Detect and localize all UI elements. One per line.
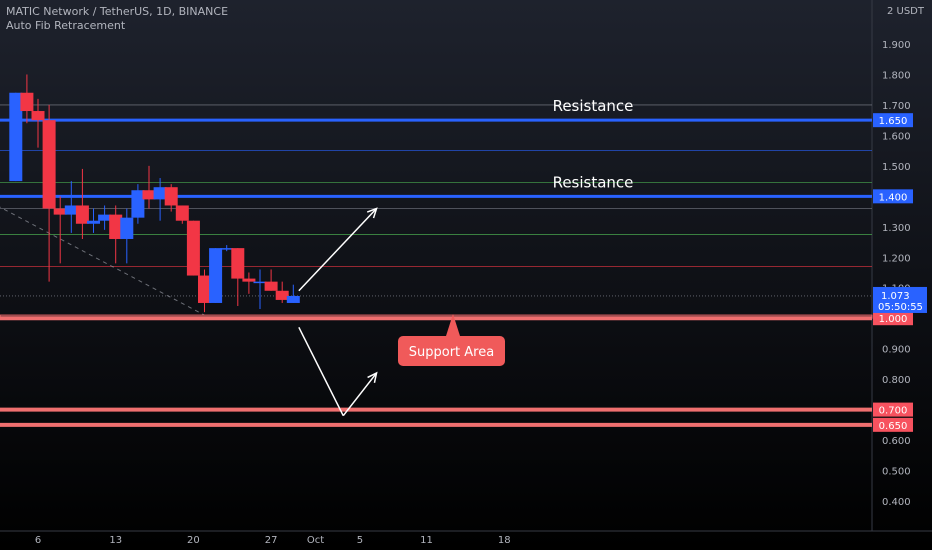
indicator-label[interactable]: Auto Fib Retracement	[6, 19, 126, 32]
candle-body	[20, 92, 34, 112]
y-tick-label: 0.900	[882, 345, 911, 356]
level-price-badge-text: 0.700	[879, 406, 908, 417]
arrow-down	[298, 327, 344, 417]
candle-body	[153, 187, 167, 200]
x-tick-label: 6	[35, 535, 41, 546]
x-tick-label: 5	[357, 535, 363, 546]
candle-body	[186, 220, 200, 276]
candle-body	[275, 290, 289, 300]
candle-body	[31, 111, 45, 121]
candle-body	[87, 220, 100, 224]
candle-body	[142, 190, 156, 200]
arrow-up-head	[366, 207, 378, 219]
x-tick-label: 27	[265, 535, 278, 546]
level-price-badge	[873, 113, 913, 128]
candle-body	[175, 205, 189, 221]
y-tick-label: 0.500	[882, 467, 911, 478]
resistance-label: Resistance	[553, 97, 634, 115]
support-callout-box[interactable]	[398, 336, 505, 366]
y-tick-label: 1.900	[882, 40, 911, 51]
candle-body	[286, 295, 300, 303]
candle-body	[253, 281, 267, 284]
candle-body	[220, 248, 234, 250]
support-pointer	[446, 314, 460, 336]
candle-body	[98, 214, 112, 221]
last-price-badge	[873, 286, 927, 313]
candle-body	[9, 92, 23, 182]
candle-body	[53, 208, 67, 215]
candle-body	[75, 205, 89, 224]
level-price-badge	[873, 311, 913, 326]
y-tick-label: 1.800	[882, 70, 911, 81]
candle-body	[131, 190, 145, 218]
y-tick-label: 1.500	[882, 162, 911, 173]
x-tick-label: 13	[109, 535, 122, 546]
last-price-text: 1.073	[881, 291, 910, 302]
support-callout-label: Support Area	[409, 345, 494, 360]
bar-countdown-text: 05:50:55	[878, 302, 923, 313]
candle-body	[264, 281, 278, 291]
y-tick-label: 0.600	[882, 436, 911, 447]
x-tick-label: 11	[420, 535, 433, 546]
x-tick-label: 20	[187, 535, 200, 546]
x-tick-label: Oct	[307, 535, 324, 546]
candle-body	[209, 248, 223, 303]
candle-body	[242, 278, 256, 282]
support-band	[0, 314, 873, 319]
symbol-title: MATIC Network / TetherUS, 1D, BINANCE	[6, 5, 229, 18]
arrow-rebound-head	[367, 371, 378, 383]
level-price-badge-text: 1.000	[879, 314, 908, 325]
candle-body	[164, 187, 178, 206]
y-tick-label: 1.600	[882, 131, 911, 142]
level-price-badge	[873, 189, 913, 204]
candle-body	[64, 205, 78, 215]
level-price-badge-text: 1.400	[879, 192, 908, 203]
y-tick-label: 1.700	[882, 101, 911, 112]
level-price-badge	[873, 402, 913, 417]
fib-trend-line	[0, 206, 205, 316]
candle-body	[198, 275, 211, 303]
level-price-badge-text: 1.650	[879, 116, 908, 127]
y-tick-label: 1.200	[882, 253, 911, 264]
candle-body	[231, 248, 245, 279]
arrow-up	[298, 208, 378, 292]
y-tick-label: 0.800	[882, 375, 911, 386]
currency-label[interactable]: 2 USDT	[886, 6, 924, 17]
y-tick-label: 0.400	[882, 497, 911, 508]
candle-body	[120, 217, 134, 239]
level-price-badge-text: 0.650	[879, 421, 908, 432]
resistance-label: Resistance	[553, 173, 634, 191]
x-tick-label: 18	[498, 535, 511, 546]
arrow-rebound	[342, 372, 378, 417]
candle-body	[109, 214, 123, 239]
candle-body	[42, 120, 56, 209]
level-price-badge	[873, 417, 913, 432]
y-tick-label: 1.300	[882, 223, 911, 234]
